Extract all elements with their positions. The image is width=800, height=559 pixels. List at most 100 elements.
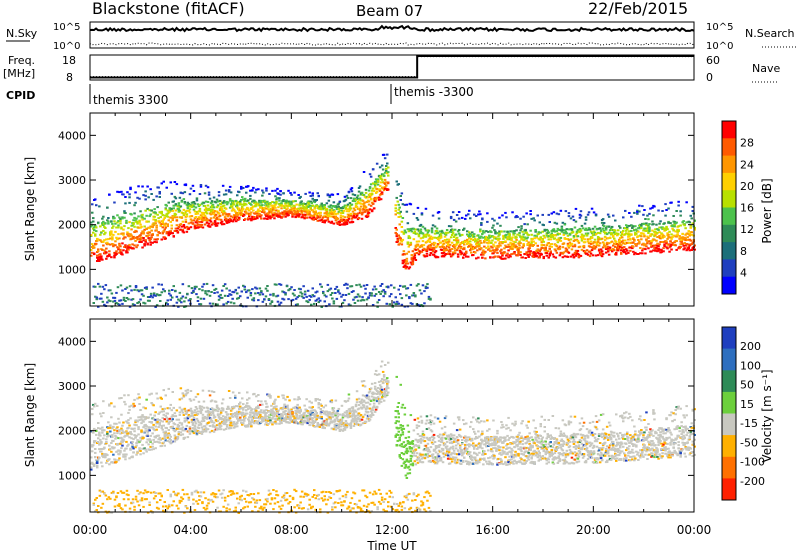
data-point — [203, 401, 206, 403]
data-point — [194, 425, 197, 427]
data-point — [591, 208, 594, 210]
data-point — [122, 194, 125, 196]
data-point — [141, 414, 144, 416]
colorbar-segment — [722, 225, 736, 243]
data-point — [218, 191, 221, 193]
data-point — [133, 212, 136, 214]
data-point — [177, 232, 180, 234]
ground-point — [378, 291, 381, 293]
data-point — [178, 425, 181, 427]
data-point — [174, 181, 177, 183]
data-point — [456, 237, 459, 239]
data-point — [501, 255, 504, 257]
data-point — [164, 217, 167, 219]
data-point — [537, 215, 540, 217]
data-point — [299, 196, 302, 198]
data-point — [664, 215, 667, 217]
data-point — [229, 198, 232, 200]
data-point — [287, 190, 290, 192]
data-point — [668, 251, 671, 253]
data-point — [547, 250, 550, 252]
data-point — [636, 213, 639, 215]
data-point — [429, 241, 432, 243]
ground-point — [195, 286, 198, 288]
data-point — [524, 257, 527, 259]
ground-point — [106, 301, 109, 303]
ground-point — [351, 285, 354, 287]
data-point — [102, 245, 105, 247]
data-point — [553, 211, 556, 213]
colorbar-segment — [722, 277, 736, 295]
data-point — [602, 253, 605, 255]
data-point — [630, 230, 633, 232]
ground-point — [375, 288, 378, 290]
data-point — [560, 237, 563, 239]
data-point — [111, 236, 114, 238]
data-point — [243, 214, 246, 216]
data-point — [633, 212, 636, 214]
data-point — [537, 245, 540, 247]
ground-point — [250, 292, 253, 294]
ground-point — [339, 293, 342, 295]
ground-point — [161, 284, 164, 286]
data-point — [218, 195, 221, 197]
data-point — [359, 198, 362, 200]
data-point — [281, 216, 284, 218]
data-point — [238, 208, 241, 210]
data-point — [94, 235, 97, 237]
data-point — [339, 201, 342, 203]
data-point — [197, 393, 200, 395]
data-point — [370, 205, 373, 207]
data-point — [213, 197, 216, 199]
data-point — [398, 235, 401, 237]
data-point — [230, 191, 233, 193]
data-point — [223, 223, 226, 225]
ground-point — [170, 299, 173, 301]
data-point — [153, 216, 156, 218]
data-point — [342, 212, 345, 214]
ground-point — [132, 298, 135, 300]
data-point — [154, 426, 157, 428]
data-point — [94, 452, 97, 454]
data-point — [180, 431, 183, 433]
data-point — [152, 199, 155, 201]
data-point — [456, 249, 459, 251]
data-point — [343, 210, 346, 212]
data-point — [312, 195, 315, 197]
data-point — [220, 219, 223, 221]
ground-point — [396, 301, 399, 303]
ground-point — [200, 303, 203, 305]
data-point — [181, 398, 184, 400]
data-point — [647, 232, 650, 234]
ground-point — [197, 300, 200, 302]
data-point — [398, 183, 401, 185]
data-point — [480, 222, 483, 224]
data-point — [124, 458, 127, 460]
data-point — [200, 184, 203, 186]
ground-point — [194, 288, 197, 290]
data-point — [217, 420, 220, 422]
data-point — [186, 215, 189, 217]
data-point — [123, 450, 126, 452]
data-point — [373, 190, 376, 192]
data-point — [559, 248, 562, 250]
data-point — [350, 208, 353, 210]
data-point — [486, 212, 489, 214]
data-point — [134, 191, 137, 193]
data-point — [127, 422, 130, 424]
data-point — [184, 437, 187, 439]
data-point — [627, 252, 630, 254]
data-point — [186, 213, 189, 215]
ground-point — [259, 287, 262, 289]
data-point — [577, 250, 580, 252]
data-point — [215, 401, 218, 403]
data-point — [183, 231, 186, 233]
data-point — [527, 256, 530, 258]
data-point — [395, 210, 398, 212]
data-point — [155, 227, 158, 229]
data-point — [385, 185, 388, 187]
data-point — [407, 263, 410, 265]
data-point — [128, 244, 131, 246]
data-point — [117, 418, 120, 420]
data-point — [417, 219, 420, 221]
